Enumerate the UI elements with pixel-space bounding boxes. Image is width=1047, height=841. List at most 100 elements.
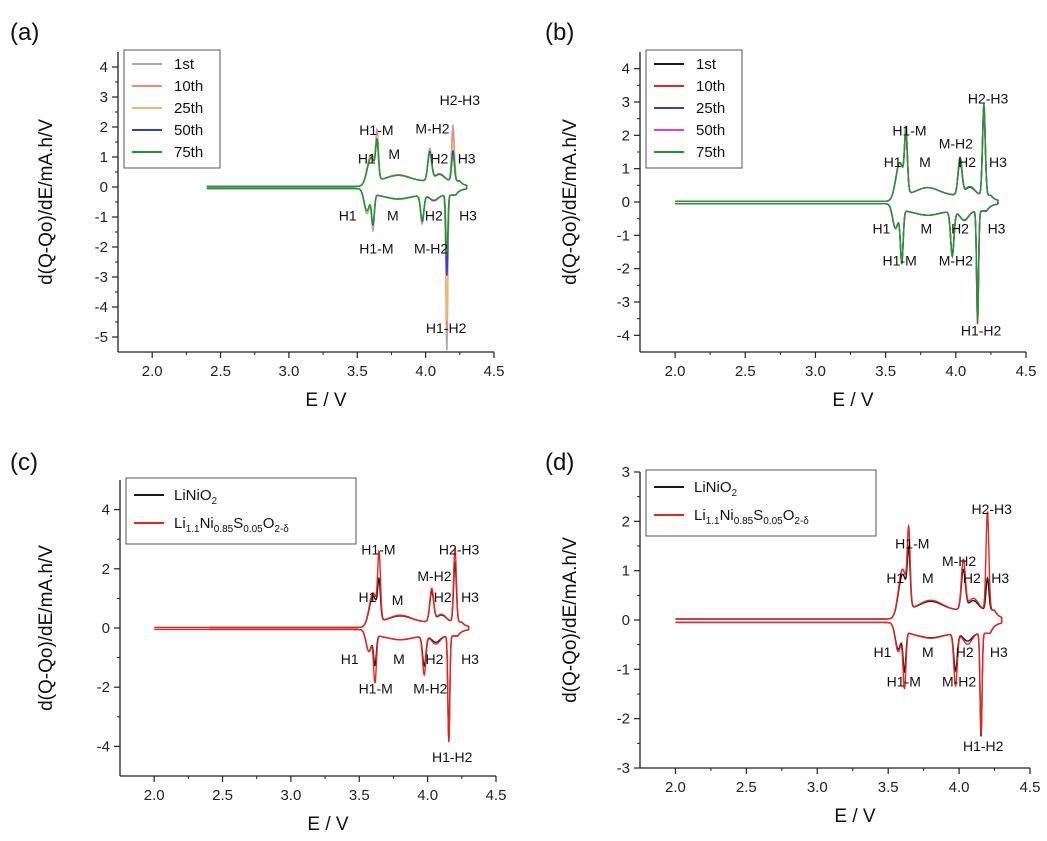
y-tick-label: 0 — [622, 194, 630, 211]
x-tick-label: 3.0 — [278, 363, 299, 380]
y-tick-label: 0 — [100, 179, 108, 196]
panel-label: (d) — [545, 449, 574, 476]
peak-annotation: H1-M — [359, 681, 393, 697]
peak-annotation: H1-M — [359, 122, 393, 138]
peak-annotation: M-H2 — [417, 568, 451, 584]
legend-label: 10th — [174, 78, 203, 95]
peak-annotation: H2-H3 — [439, 542, 480, 558]
peak-annotation: H2 — [426, 651, 444, 667]
y-tick-label: 3 — [100, 89, 108, 106]
chart-panel-a: (a) 2.0 2.5 3.0 3.5 4.0 4.5 -5 -4 -3 -2 -1 0 1 2 3 4 E / … — [10, 19, 504, 411]
peak-annotation: H2 — [956, 644, 974, 660]
peak-annotation: M-H2 — [415, 121, 449, 137]
x-tick-label: 2.5 — [210, 363, 231, 380]
legend-label: 75th — [174, 144, 203, 161]
peak-annotation: H3 — [461, 651, 479, 667]
y-tick-label: -2 — [617, 261, 630, 278]
y-tick-label: 2 — [102, 561, 110, 578]
x-tick-label: 2.5 — [212, 787, 233, 804]
y-tick-label: -4 — [97, 738, 110, 755]
y-tick-label: 0 — [102, 620, 110, 637]
x-tick-label: 2.0 — [665, 363, 686, 380]
x-tick-label: 4.5 — [486, 787, 507, 804]
y-axis-title: d(Q-Qo)/dE/mA.h/V — [36, 545, 57, 711]
peak-annotation: M-H2 — [939, 252, 973, 268]
x-tick-label: 4.5 — [1016, 363, 1037, 380]
x-tick-label: 4.0 — [415, 363, 436, 380]
legend-label: 1st — [696, 56, 717, 73]
peak-annotation: M-H2 — [942, 553, 976, 569]
y-tick-label: -4 — [617, 327, 630, 344]
peak-annotation: M — [393, 651, 405, 667]
peak-annotation: M — [388, 146, 400, 162]
legend-label: LiNiO2 — [174, 487, 218, 507]
legend-label: LiNiO2 — [694, 479, 738, 499]
series-line-5-charge — [206, 139, 468, 189]
y-tick-label: 1 — [100, 149, 108, 166]
peak-annotation: H1-H2 — [432, 749, 473, 765]
y-tick-label: -1 — [617, 227, 630, 244]
peak-annotation: H3 — [458, 151, 476, 167]
chart-panel-b: (b) 2.0 2.5 3.0 3.5 4.0 4.5 -4 -3 -2 -1 0 1 2 3 4 E / V d… — [545, 19, 1036, 411]
peak-annotation: H1-H2 — [426, 320, 467, 336]
y-axis-title: d(Q-Qo)/dE/mA.h/V — [36, 119, 57, 285]
x-tick-label: 4.5 — [484, 363, 505, 380]
y-tick-label: 3 — [622, 464, 630, 481]
peak-annotation: H1 — [874, 644, 892, 660]
peak-annotation: M — [922, 570, 934, 586]
y-axis-title: d(Q-Qo)/dE/mA.h/V — [560, 119, 581, 285]
legend-box — [645, 469, 877, 537]
y-tick-label: -1 — [617, 661, 630, 678]
y-tick-label: 2 — [622, 127, 630, 144]
x-axis-title: E / V — [305, 390, 347, 411]
y-tick-label: 0 — [622, 612, 630, 629]
y-tick-label: -2 — [617, 711, 630, 728]
peak-annotation: H2 — [951, 221, 969, 237]
x-tick-label: 4.0 — [949, 779, 970, 796]
legend-label: 25th — [174, 100, 203, 117]
peak-annotation: H3 — [988, 221, 1006, 237]
x-tick-label: 3.5 — [878, 779, 899, 796]
peak-annotation: H1 — [358, 151, 376, 167]
y-tick-label: 2 — [622, 513, 630, 530]
x-tick-label: 3.0 — [280, 787, 301, 804]
peak-annotation: H3 — [990, 644, 1008, 660]
peak-annotation: H1-H2 — [961, 322, 1002, 338]
peak-annotation: H2 — [958, 154, 976, 170]
peak-annotation: H3 — [989, 154, 1007, 170]
x-axis-title: E / V — [834, 806, 876, 827]
series-line-2-discharge — [675, 621, 1002, 735]
y-tick-label: 1 — [622, 161, 630, 178]
peak-annotation: H1-H2 — [963, 738, 1004, 754]
x-tick-label: 2.5 — [736, 779, 757, 796]
panel-label: (a) — [10, 19, 39, 46]
y-tick-label: 4 — [102, 502, 110, 519]
peak-annotation: M — [921, 221, 933, 237]
x-tick-label: 4.0 — [945, 363, 966, 380]
peak-annotation: H1 — [886, 570, 904, 586]
peak-annotation: H1-M — [359, 241, 393, 257]
x-tick-label: 2.0 — [144, 787, 165, 804]
peak-annotation: H1-M — [892, 122, 926, 138]
legend-label: Li1.1Ni0.85S0.05O2-δ — [694, 507, 809, 527]
peak-annotation: H1 — [339, 208, 357, 224]
x-axis-title: E / V — [832, 390, 874, 411]
legend-label: Li1.1Ni0.85S0.05O2-δ — [174, 515, 289, 535]
peak-annotation: H2-H3 — [440, 92, 481, 108]
series-line-4-discharge — [206, 187, 467, 276]
legend: 1st 10th 25th 50th 75th — [645, 49, 743, 169]
y-tick-label: -1 — [95, 209, 108, 226]
legend-label: 50th — [174, 122, 203, 139]
series-line-2-discharge — [154, 628, 469, 743]
peak-annotation: H2 — [963, 570, 981, 586]
peak-annotation: M-H2 — [939, 136, 973, 152]
x-axis-title: E / V — [307, 814, 349, 835]
peak-annotation: M-H2 — [942, 674, 976, 690]
y-tick-label: 4 — [100, 59, 108, 76]
y-tick-label: -3 — [617, 760, 630, 777]
peak-annotation: H2 — [430, 151, 448, 167]
peak-annotation: H2 — [425, 208, 443, 224]
x-tick-label: 2.5 — [735, 363, 756, 380]
series-line-2-charge — [154, 547, 470, 630]
peak-annotation: H2-H3 — [971, 501, 1012, 517]
